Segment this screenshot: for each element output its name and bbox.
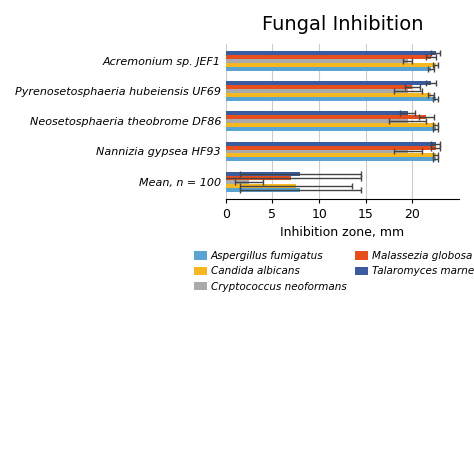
Bar [226, 149, 408, 154]
Bar [226, 146, 436, 149]
Bar [226, 188, 301, 191]
Bar [226, 85, 412, 89]
Bar [226, 172, 301, 176]
Bar [226, 115, 426, 119]
Bar [226, 67, 431, 71]
Bar [226, 123, 436, 127]
Title: Fungal Inhibition: Fungal Inhibition [262, 15, 423, 34]
X-axis label: Inhibition zone, mm: Inhibition zone, mm [280, 226, 404, 239]
Bar [226, 157, 436, 161]
Bar [226, 63, 436, 67]
Bar [226, 119, 408, 123]
Bar [226, 154, 436, 157]
Bar [226, 176, 291, 180]
Legend: Aspergillus fumigatus, Candida albicans, Cryptococcus neoformans, Malassezia glo: Aspergillus fumigatus, Candida albicans,… [190, 247, 474, 296]
Bar [226, 93, 431, 97]
Bar [226, 89, 408, 93]
Bar [226, 59, 408, 63]
Bar [226, 180, 249, 183]
Bar [226, 97, 436, 101]
Bar [226, 55, 431, 59]
Bar [226, 127, 436, 131]
Bar [226, 183, 296, 188]
Bar [226, 51, 436, 55]
Bar [226, 81, 431, 85]
Bar [226, 142, 436, 146]
Bar [226, 111, 408, 115]
